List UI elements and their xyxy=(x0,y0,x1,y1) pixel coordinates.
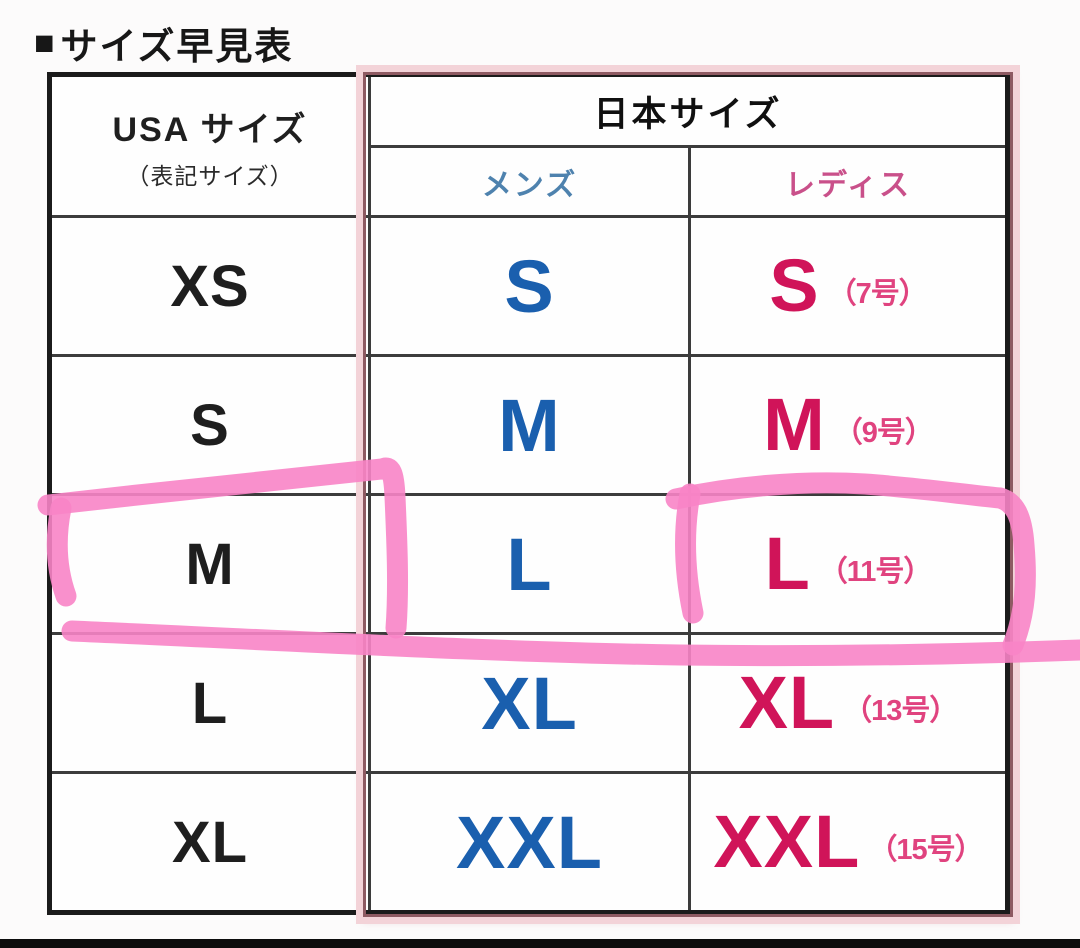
ladies-size-note: （13号） xyxy=(843,695,958,727)
ladies-size-value: XXL xyxy=(713,800,861,883)
ladies-size-value: L xyxy=(764,522,811,605)
square-bullet-icon: ■ xyxy=(34,24,57,62)
page-title-text: サイズ早見表 xyxy=(60,26,294,67)
table-row-5-mens-cell: XXL xyxy=(368,771,688,910)
ladies-size-note: （11号） xyxy=(818,556,933,588)
table-row-2-ladies-cell: M （9号） xyxy=(688,354,1005,493)
ladies-size-note: （9号） xyxy=(833,417,934,449)
ladies-size-value: M xyxy=(763,383,826,466)
ladies-size-value: XL xyxy=(738,661,836,744)
usa-size-header-label: USA サイズ xyxy=(112,110,308,149)
table-row-5-usa-cell: XL xyxy=(52,771,368,910)
page-title: ■ サイズ早見表 xyxy=(34,16,293,70)
ladies-size-value: S xyxy=(769,244,820,327)
size-conversion-table: USA サイズ （表記サイズ） 日本サイズ メンズ レディス XS S S （7… xyxy=(47,72,1010,915)
table-row-1-mens-cell: S xyxy=(368,215,688,354)
usa-size-subheader-label: （表記サイズ） xyxy=(126,162,294,189)
table-row-2-usa-cell: S xyxy=(52,354,368,493)
usa-size-header-cell: USA サイズ （表記サイズ） xyxy=(52,77,368,215)
table-row-1-usa-cell: XS xyxy=(52,215,368,354)
ladies-size-note: （7号） xyxy=(827,278,928,310)
table-row-2-mens-cell: M xyxy=(368,354,688,493)
table-row-3-usa-cell-highlighted: M xyxy=(52,493,368,632)
table-row-4-mens-cell: XL xyxy=(368,632,688,771)
mens-header-cell: メンズ xyxy=(368,145,688,215)
table-row-4-ladies-cell: XL （13号） xyxy=(688,632,1005,771)
table-row-5-ladies-cell: XXL （15号） xyxy=(688,771,1005,910)
japan-size-header-cell: 日本サイズ xyxy=(368,77,1005,145)
ladies-header-cell: レディス xyxy=(688,145,1005,215)
ladies-size-note: （15号） xyxy=(868,834,983,866)
table-row-3-mens-cell: L xyxy=(368,493,688,632)
table-row-3-ladies-cell-highlighted: L （11号） xyxy=(688,493,1005,632)
bottom-divider xyxy=(0,939,1080,948)
table-row-1-ladies-cell: S （7号） xyxy=(688,215,1005,354)
table-row-4-usa-cell: L xyxy=(52,632,368,771)
